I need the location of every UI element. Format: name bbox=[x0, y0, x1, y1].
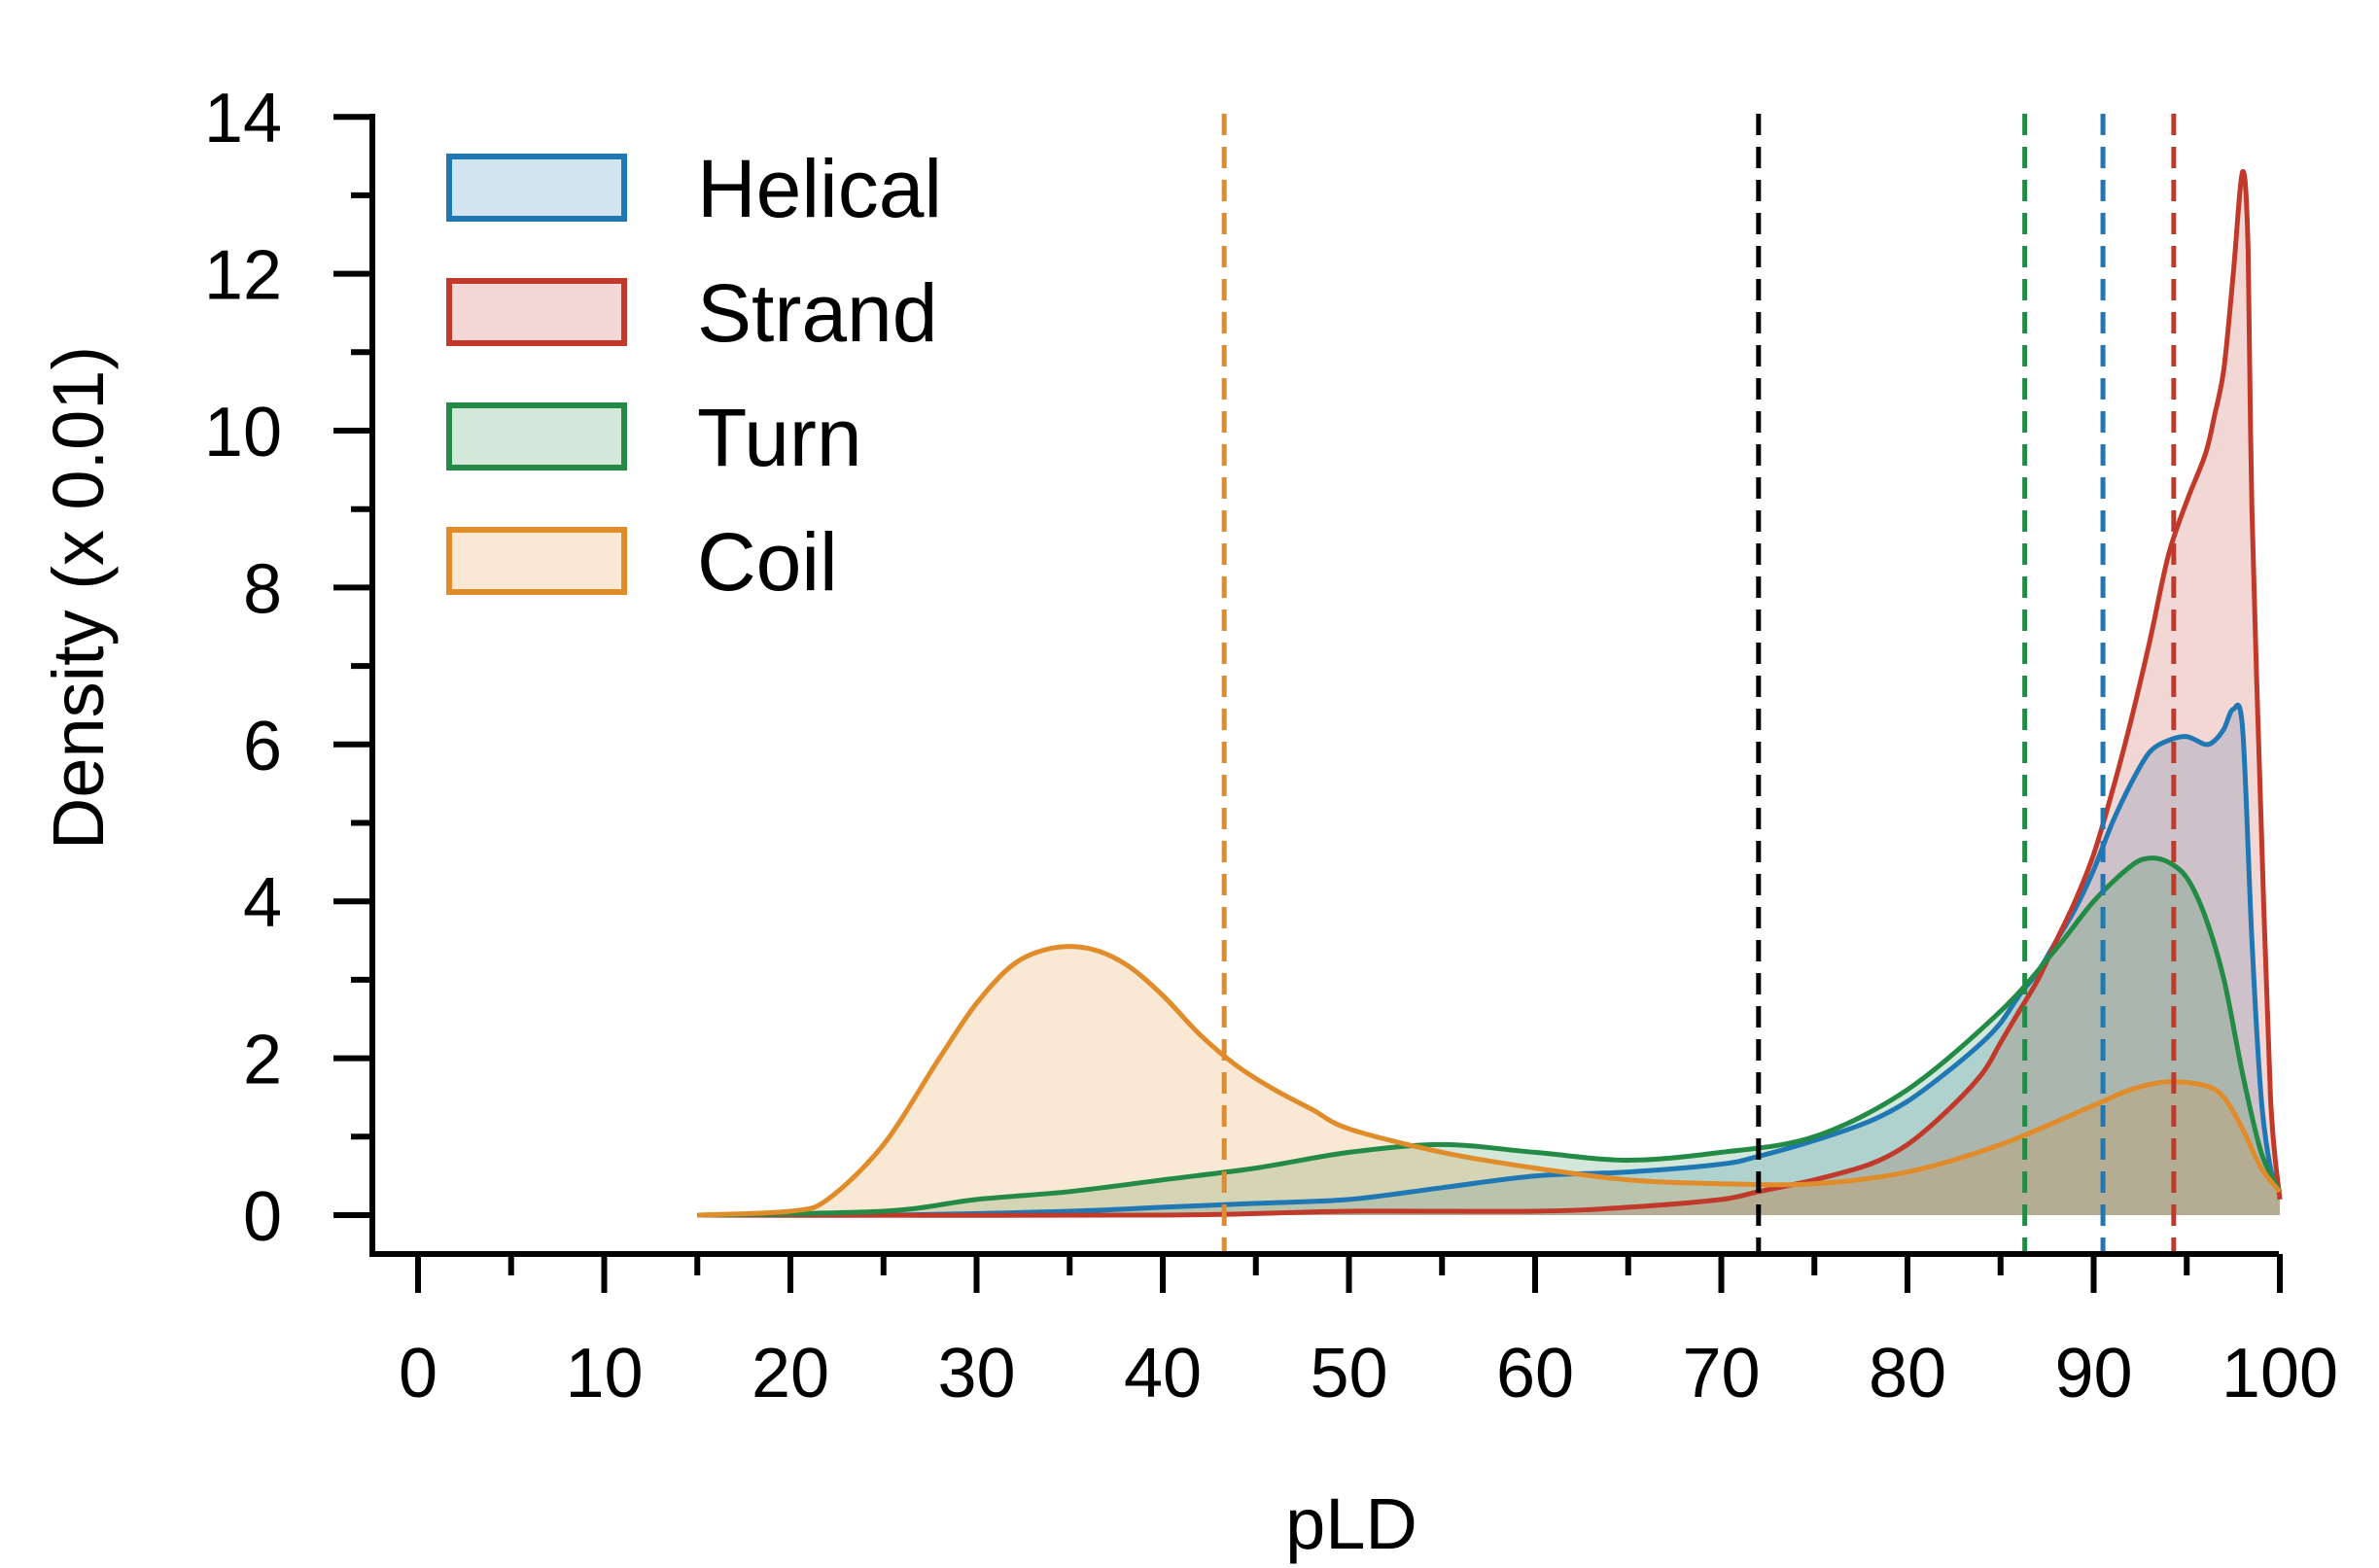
legend-swatch-turn bbox=[446, 402, 627, 470]
y-tick-label: 12 bbox=[204, 237, 282, 315]
legend-label-coil: Coil bbox=[697, 516, 838, 608]
density-curves bbox=[697, 169, 2283, 1218]
curve-helical bbox=[697, 702, 2283, 1218]
legend-label-helical: Helical bbox=[697, 143, 942, 234]
area-strand bbox=[697, 171, 2280, 1216]
y-axis-title: Density (x 0.01) bbox=[38, 346, 119, 850]
legend-label-turn: Turn bbox=[697, 392, 862, 483]
y-tick-label: 14 bbox=[204, 80, 282, 157]
curve-turn bbox=[697, 855, 2283, 1218]
x-tick-label: 90 bbox=[2054, 1335, 2132, 1412]
curve-coil bbox=[697, 944, 2282, 1218]
area-coil bbox=[697, 946, 2280, 1215]
legend-swatch-helical bbox=[446, 154, 627, 222]
y-tick-label: 6 bbox=[243, 708, 282, 785]
x-axis-ticks: 0 10 20 30 40 50 60 70 80 90 100 bbox=[399, 1254, 2338, 1412]
area-turn bbox=[697, 857, 2280, 1215]
y-tick-label: 4 bbox=[243, 864, 282, 942]
mean-reference-lines bbox=[1221, 114, 2177, 1254]
x-tick-label: 40 bbox=[1124, 1335, 1202, 1412]
y-axis-ticks: 0 2 4 6 8 10 12 14 bbox=[204, 80, 372, 1256]
x-tick-label: 10 bbox=[565, 1335, 643, 1412]
x-tick-label: 100 bbox=[2222, 1335, 2338, 1412]
legend-label-strand: Strand bbox=[697, 267, 938, 359]
x-tick-label: 0 bbox=[399, 1335, 437, 1412]
x-tick-label: 60 bbox=[1496, 1335, 1574, 1412]
area-helical bbox=[697, 705, 2280, 1216]
y-tick-label: 2 bbox=[243, 1022, 282, 1099]
x-tick-label: 70 bbox=[1682, 1335, 1760, 1412]
y-tick-label: 10 bbox=[204, 394, 282, 471]
area-fills bbox=[697, 171, 2280, 1216]
legend: Helical Strand Turn Coil bbox=[446, 143, 942, 608]
x-axis-title: pLD bbox=[1285, 1483, 1417, 1564]
x-tick-label: 80 bbox=[1869, 1335, 1946, 1412]
legend-swatch-strand bbox=[446, 278, 627, 346]
y-tick-label: 8 bbox=[243, 550, 282, 628]
curve-strand bbox=[697, 169, 2283, 1218]
y-tick-label: 0 bbox=[243, 1178, 282, 1256]
x-tick-label: 50 bbox=[1310, 1335, 1387, 1412]
axes bbox=[369, 114, 2279, 1257]
x-tick-label: 20 bbox=[752, 1335, 829, 1412]
x-tick-label: 30 bbox=[937, 1335, 1015, 1412]
legend-swatch-coil bbox=[446, 527, 627, 595]
